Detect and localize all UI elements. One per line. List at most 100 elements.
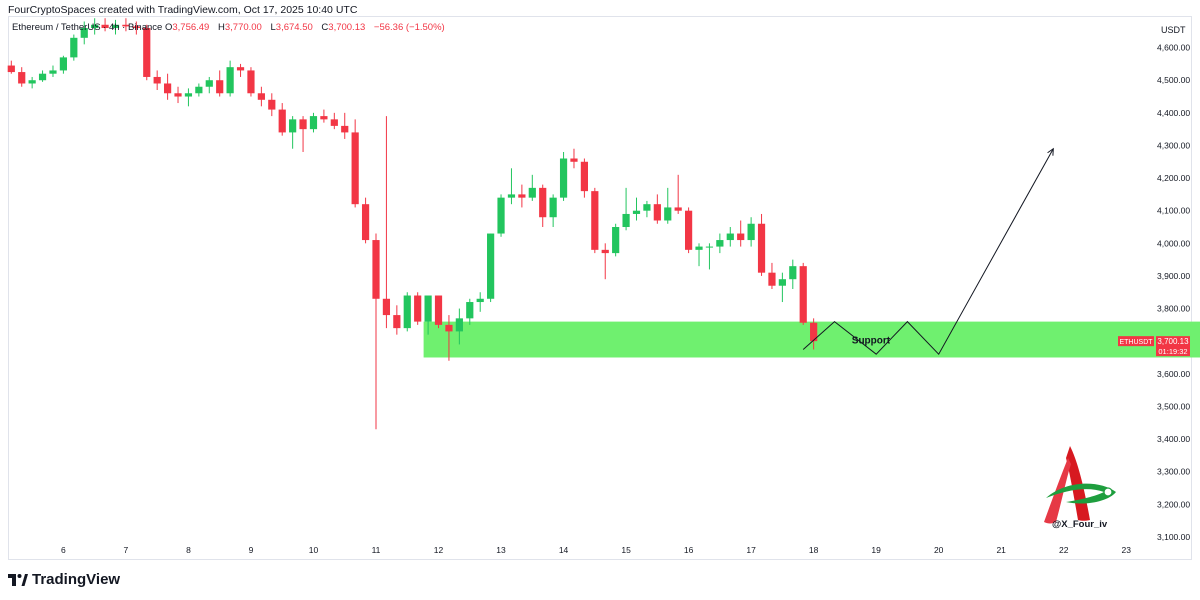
candle-body[interactable] — [289, 119, 297, 133]
candle-body[interactable] — [153, 76, 161, 84]
candle-body[interactable] — [393, 315, 401, 329]
candle-body[interactable] — [7, 65, 15, 73]
candle-body[interactable] — [80, 28, 88, 38]
candle-body[interactable] — [789, 266, 797, 280]
candle-body[interactable] — [143, 28, 151, 77]
candle-body[interactable] — [549, 197, 557, 218]
candle-body[interactable] — [91, 24, 99, 29]
y-tick-label: 3,900.00 — [1157, 271, 1190, 281]
candle-body[interactable] — [674, 207, 682, 211]
x-tick-label: 22 — [1059, 545, 1069, 555]
tradingview-brand[interactable]: TradingView — [8, 571, 120, 588]
candle-body[interactable] — [580, 161, 588, 192]
x-tick-label: 10 — [309, 545, 319, 555]
x-tick-label: 21 — [996, 545, 1006, 555]
y-tick-label: 4,100.00 — [1157, 206, 1190, 216]
candle-body[interactable] — [685, 210, 693, 250]
candle-body[interactable] — [164, 83, 172, 94]
candle-body[interactable] — [705, 246, 714, 248]
candle-body[interactable] — [132, 26, 140, 29]
candle-body[interactable] — [737, 233, 745, 241]
candle-body[interactable] — [351, 132, 359, 205]
candle-body[interactable] — [643, 204, 651, 211]
candle-body[interactable] — [205, 80, 213, 87]
current-price-label[interactable] — [1156, 336, 1190, 357]
projection-path[interactable] — [802, 148, 1054, 356]
candle-body[interactable] — [320, 116, 328, 120]
candle-body[interactable] — [372, 240, 380, 299]
candle-body[interactable] — [664, 207, 672, 221]
candle-body[interactable] — [341, 125, 349, 133]
candle-body[interactable] — [559, 158, 568, 198]
candle-body[interactable] — [257, 93, 265, 100]
candle-body[interactable] — [768, 272, 776, 286]
candle-body[interactable] — [226, 67, 234, 94]
candle-body[interactable] — [434, 295, 443, 325]
candle-body[interactable] — [174, 93, 182, 97]
symbol-description[interactable]: Ethereum / TetherUS · 4h · Binance — [12, 22, 163, 33]
candle-body[interactable] — [445, 324, 453, 332]
tradingview-logo-icon — [8, 573, 28, 586]
candle-body[interactable] — [111, 24, 120, 29]
x-tick-label: 12 — [434, 545, 444, 555]
candle-body[interactable] — [49, 70, 57, 74]
candle-body[interactable] — [778, 279, 786, 286]
candle-body[interactable] — [309, 116, 318, 130]
candle-body[interactable] — [38, 73, 47, 81]
candle-body[interactable] — [497, 197, 505, 234]
author-watermark-logo — [1044, 446, 1116, 524]
candle-body[interactable] — [632, 210, 641, 214]
candle-body[interactable] — [247, 70, 255, 94]
candle-body[interactable] — [716, 240, 724, 247]
candle-body[interactable] — [622, 213, 630, 228]
candle-body[interactable] — [414, 295, 422, 322]
candle-body[interactable] — [726, 233, 734, 241]
candle-body[interactable] — [799, 266, 807, 323]
candle-body[interactable] — [757, 223, 766, 273]
candle-body[interactable] — [101, 24, 109, 29]
candle-body[interactable] — [518, 194, 526, 198]
symbol-price-tag[interactable] — [1118, 336, 1154, 347]
candle-body[interactable] — [487, 233, 495, 299]
candle-body[interactable] — [612, 227, 620, 254]
candle-body[interactable] — [455, 318, 463, 332]
candle-body[interactable] — [403, 295, 411, 329]
candle-body[interactable] — [361, 204, 370, 241]
candle-body[interactable] — [570, 158, 578, 162]
candle-body[interactable] — [278, 109, 286, 133]
candle-body[interactable] — [810, 322, 818, 342]
candle-body[interactable] — [70, 37, 78, 58]
candle-body[interactable] — [18, 72, 26, 84]
candle-body[interactable] — [382, 298, 391, 316]
candle-body[interactable] — [747, 223, 755, 241]
candle-body[interactable] — [299, 119, 307, 130]
candle-body[interactable] — [268, 99, 276, 110]
y-tick-label: 4,200.00 — [1157, 173, 1190, 183]
ohlc-legend: Ethereum / TetherUS · 4h · Binance O3,75… — [12, 22, 451, 33]
candle-body[interactable] — [216, 80, 224, 94]
candle-body[interactable] — [653, 204, 661, 221]
candle-body[interactable] — [591, 191, 599, 250]
x-tick-label: 7 — [124, 545, 129, 555]
candle-body[interactable] — [195, 86, 203, 94]
candle-body[interactable] — [184, 93, 193, 97]
y-tick-label: 3,300.00 — [1157, 467, 1190, 477]
candle-body[interactable] — [330, 119, 338, 126]
candle-body[interactable] — [424, 295, 432, 322]
candle-body[interactable] — [236, 67, 245, 71]
candle-body[interactable] — [122, 24, 130, 27]
candle-body[interactable] — [528, 187, 536, 198]
bar-countdown: 01:19:32 — [1158, 347, 1187, 356]
candle-body[interactable] — [601, 249, 609, 254]
x-tick-label: 19 — [871, 545, 881, 555]
candle-body[interactable] — [466, 302, 474, 319]
candle-body[interactable] — [539, 187, 547, 218]
candle-body[interactable] — [28, 80, 36, 84]
candle-body[interactable] — [695, 246, 703, 250]
candle-body[interactable] — [476, 298, 484, 303]
candle-body[interactable] — [59, 57, 67, 71]
y-tick-label: 3,100.00 — [1157, 532, 1190, 542]
candle-body[interactable] — [507, 194, 516, 198]
price-axis-unit[interactable]: USDT — [1161, 25, 1186, 35]
